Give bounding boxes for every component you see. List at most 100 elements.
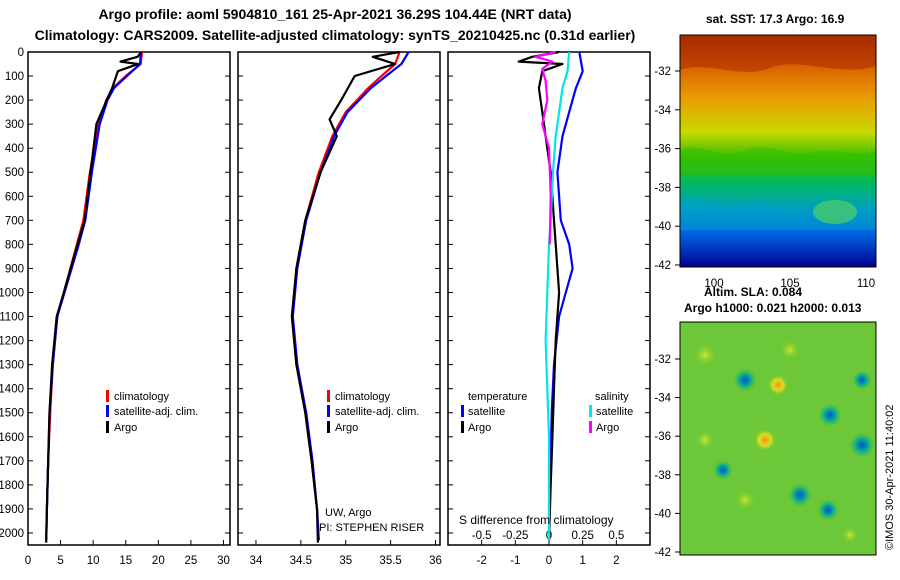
- depth-tick-label: 300: [5, 119, 24, 131]
- legend-label-satellite: satellite-adj. clim.: [335, 406, 419, 418]
- series-line-argo: [290, 50, 400, 543]
- sla-map-title-2: Argo h1000: 0.021 h2000: 0.013: [684, 301, 862, 315]
- depth-tick-labels: 0 100 200 300 400 500 600 700 800 900 1000 1100 1200…: [0, 47, 24, 540]
- map-lat-label: -38: [654, 470, 671, 482]
- legend-swatch-argo: [327, 421, 330, 433]
- sla-map-texture: [817, 499, 839, 521]
- sla-map-texture: [691, 341, 719, 369]
- map-lat-label: -38: [654, 182, 671, 194]
- series-line-temperature-argo: [517, 50, 564, 541]
- temperature-legend: climatology satellite-adj. clim. Argo: [106, 390, 198, 434]
- map-lat-label: -42: [654, 260, 671, 272]
- x-tick-label: 0: [25, 555, 31, 567]
- legend-label-argo: Argo: [335, 422, 358, 434]
- series-line-temperature-satellite: [547, 51, 584, 541]
- difference-ticks: -2 -1 0 1 2-0.5 -0.25 0 0.25 0.5: [448, 51, 650, 567]
- map-lon-label: 105: [780, 278, 799, 290]
- sla-map-texture: [767, 374, 789, 396]
- sst-map-texture: [813, 200, 857, 224]
- x-tick-label: 34: [250, 555, 263, 567]
- depth-tick-label: 1300: [0, 360, 24, 372]
- sla-map-ticks: -32 -34 -36 -38 -40 -42: [654, 354, 680, 559]
- legend-label-temp-satellite: satellite: [468, 406, 505, 418]
- series-line-salinity-argo: [534, 50, 556, 245]
- depth-tick-label: 0: [18, 47, 24, 59]
- depth-tick-label: 600: [5, 191, 24, 203]
- x-tick-label: 35.5: [379, 555, 401, 567]
- series-line-climatology: [290, 51, 401, 541]
- x-tick-label: 10: [87, 555, 100, 567]
- series-line-climatology: [45, 51, 144, 541]
- map-lon-label: 100: [704, 278, 723, 290]
- x-tick-label: 34.5: [290, 555, 312, 567]
- upper-x-tick-label: 0.5: [608, 530, 624, 542]
- sla-map-texture: [788, 483, 812, 507]
- sla-map-texture: [733, 488, 757, 512]
- legend-swatch-satellite: [106, 405, 109, 417]
- sst-map: sat. SST: 17.3 Argo: 16.9 -32 -34 -36 -38 -4…: [654, 12, 877, 290]
- x-tick-label: 5: [57, 555, 63, 567]
- sst-map-texture: [680, 147, 876, 175]
- x-tick-label: 20: [152, 555, 165, 567]
- depth-tick-label: 200: [5, 95, 24, 107]
- legend-swatch-satellite: [327, 405, 330, 417]
- legend-label-sal-satellite: satellite: [596, 406, 633, 418]
- map-lat-label: -36: [654, 431, 671, 443]
- imos-stamp: ©IMOS 30-Apr-2021 11:40:02: [884, 405, 896, 550]
- depth-tick-label: 800: [5, 239, 24, 251]
- difference-legend: temperature salinity satellite Argo sate…: [459, 391, 633, 527]
- map-lon-label: 110: [857, 278, 875, 290]
- sst-map-ticks: -32 -34 -36 -38 -40 -42 100 105 110: [654, 66, 875, 290]
- sla-map-texture: [840, 525, 860, 545]
- x-tick-label: 15: [119, 555, 132, 567]
- map-lat-label: -36: [654, 144, 671, 156]
- depth-tick-label: 700: [5, 215, 24, 227]
- profile-title: Argo profile: aoml 5904810_161 25-Apr-20…: [98, 6, 572, 22]
- temperature-panel-frame: [27, 51, 231, 546]
- sla-map-texture: [694, 429, 716, 451]
- depth-tick-label: 1100: [0, 312, 24, 324]
- x-tick-label: 36: [429, 555, 442, 567]
- x-tick-label: 35: [339, 555, 352, 567]
- depth-tick-label: 400: [5, 143, 24, 155]
- map-lat-label: -32: [654, 354, 671, 366]
- legend-label-climatology: climatology: [335, 391, 391, 403]
- legend-title-salinity: salinity: [595, 391, 629, 403]
- depth-tick-label: 100: [5, 71, 24, 83]
- legend-swatch-climatology: [106, 390, 109, 402]
- depth-tick-label: 1800: [0, 480, 24, 492]
- legend-label-argo: Argo: [114, 422, 137, 434]
- sst-map-texture: [680, 35, 876, 72]
- sst-map-title: sat. SST: 17.3 Argo: 16.9: [706, 12, 845, 26]
- temperature-lines: [45, 51, 144, 543]
- x-tick-label: 30: [217, 555, 230, 567]
- depth-tick-label: 500: [5, 167, 24, 179]
- climatology-title: Climatology: CARS2009. Satellite-adjuste…: [34, 27, 636, 43]
- legend-label-sal-argo: Argo: [596, 422, 619, 434]
- x-tick-label: -1: [510, 555, 520, 567]
- upper-x-tick-label: -0.25: [502, 530, 528, 542]
- sla-map-texture: [778, 338, 802, 362]
- sst-map-frame: [679, 34, 877, 268]
- sla-map-title-1: Altim. SLA: 0.084: [704, 285, 802, 299]
- legend-swatch-sal-satellite: [589, 405, 592, 417]
- depth-tick-label: 1700: [0, 456, 24, 468]
- salinity-legend: climatology satellite-adj. clim. Argo UW…: [319, 390, 424, 534]
- difference-lines: [517, 50, 584, 541]
- sla-map-frame: [679, 321, 877, 556]
- map-lat-label: -42: [654, 547, 671, 559]
- legend-swatch-argo: [106, 421, 109, 433]
- depth-tick-label: 1500: [0, 408, 24, 420]
- depth-tick-label: 1600: [0, 432, 24, 444]
- upper-x-tick-label: 0.25: [571, 530, 593, 542]
- x-tick-label: -2: [477, 555, 487, 567]
- upper-x-tick-label: -0.5: [472, 530, 492, 542]
- legend-swatch-temp-satellite: [461, 405, 464, 417]
- depth-tick-label: 1000: [0, 287, 24, 299]
- x-tick-label: 1: [579, 555, 585, 567]
- sla-map-texture: [733, 368, 757, 392]
- sla-map-texture: [753, 428, 777, 452]
- x-tick-label: 25: [185, 555, 198, 567]
- depth-tick-label: 2000: [0, 528, 24, 540]
